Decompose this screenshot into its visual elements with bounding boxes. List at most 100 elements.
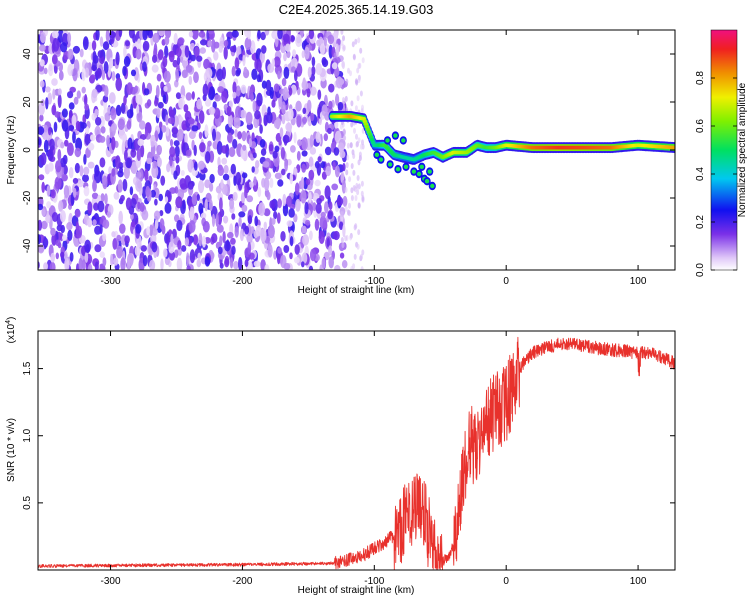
noise-blob — [155, 85, 160, 98]
noise-blob — [302, 107, 307, 115]
noise-blob — [335, 93, 340, 106]
noise-blob — [285, 43, 291, 52]
noise-blob — [49, 261, 56, 270]
noise-blob — [84, 103, 89, 111]
noise-blob — [43, 262, 49, 270]
noise-blob — [308, 265, 314, 270]
noise-blob — [229, 257, 234, 269]
noise-blob — [294, 256, 300, 264]
noise-blob — [48, 127, 52, 136]
noise-blob — [259, 139, 266, 148]
noise-blob — [223, 164, 229, 174]
noise-blob — [94, 225, 102, 235]
noise-blob — [43, 237, 49, 248]
noise-blob — [175, 68, 179, 83]
noise-blob — [175, 155, 180, 164]
noise-blob — [84, 94, 88, 107]
noise-blob — [221, 90, 228, 103]
noise-blob — [322, 58, 329, 68]
noise-blob — [257, 186, 262, 198]
noise-blob — [41, 99, 45, 107]
noise-blob — [221, 145, 228, 154]
noise-blob — [69, 86, 76, 93]
noise-blob — [188, 75, 193, 85]
noise-blob — [268, 144, 274, 152]
noise-blob — [105, 30, 110, 43]
noise-blob — [306, 99, 312, 112]
noise-blob — [38, 243, 45, 254]
noise-blob — [289, 203, 296, 210]
noise-blob — [290, 35, 295, 42]
noise-blob — [277, 253, 281, 265]
noise-blob — [314, 218, 320, 231]
noise-blob — [248, 138, 253, 148]
noise-blob — [285, 122, 293, 132]
noise-blob — [265, 79, 272, 91]
noise-blob — [54, 111, 61, 118]
noise-blob — [244, 186, 248, 199]
noise-blob — [46, 185, 51, 197]
noise-blob — [320, 211, 326, 218]
noise-blob — [85, 126, 90, 135]
snr-x-tick-label: 0 — [503, 576, 509, 587]
noise-blob — [351, 41, 355, 48]
noise-blob — [102, 95, 109, 103]
noise-blob — [189, 206, 195, 221]
noise-blob — [233, 261, 239, 270]
noise-blob — [104, 112, 111, 122]
noise-blob — [72, 131, 76, 144]
noise-blob — [344, 95, 348, 102]
noise-blob — [41, 208, 46, 217]
noise-blob — [111, 123, 117, 132]
snr-frame — [37, 330, 676, 571]
noise-blob — [217, 156, 221, 167]
noise-blob — [321, 257, 326, 269]
noise-blob — [141, 186, 147, 199]
noise-blob — [263, 221, 267, 230]
noise-blob — [200, 212, 207, 219]
noise-blob — [273, 211, 278, 220]
noise-blob — [74, 162, 80, 174]
spectrogram-y-tick-label: 40 — [22, 48, 33, 60]
spectrogram-x-tick-label: 0 — [503, 276, 509, 287]
noise-blob — [223, 46, 228, 60]
snr-panel: -300 -200 -100 0 100 0.5 1.0 1.5 Height of str… — [5, 317, 676, 596]
noise-blob — [342, 35, 345, 42]
noise-blob — [136, 148, 142, 161]
noise-blob — [253, 260, 261, 267]
noise-blob — [79, 48, 84, 58]
noise-blob — [242, 54, 246, 67]
signal-branch — [403, 164, 409, 169]
snr-y-tick-label: 1.0 — [22, 428, 33, 442]
noise-blob — [356, 175, 360, 181]
noise-blob — [353, 186, 357, 193]
noise-blob — [208, 106, 216, 115]
noise-blob — [240, 192, 246, 204]
noise-blob — [132, 33, 137, 44]
noise-blob — [357, 159, 361, 166]
noise-blob — [103, 61, 109, 74]
noise-blob — [102, 41, 110, 51]
noise-blob — [163, 70, 171, 83]
spectrogram-y-tick-label: 20 — [22, 96, 33, 108]
noise-blob — [111, 168, 116, 177]
noise-blob — [43, 139, 49, 153]
noise-blob — [87, 142, 95, 151]
noise-blob — [66, 142, 74, 156]
noise-blob — [272, 150, 278, 159]
noise-blob — [58, 70, 64, 81]
noise-blob — [308, 192, 312, 203]
noise-blob — [199, 142, 206, 153]
noise-blob — [49, 138, 55, 151]
noise-blob — [294, 182, 300, 196]
noise-blob — [81, 259, 86, 270]
noise-blob — [211, 233, 218, 244]
noise-blob — [217, 86, 225, 93]
noise-blob — [247, 30, 251, 40]
noise-blob — [311, 56, 316, 67]
noise-blob — [226, 106, 232, 117]
noise-blob — [104, 193, 108, 205]
noise-blob — [305, 178, 311, 186]
noise-blob — [301, 163, 307, 173]
noise-blob — [94, 169, 102, 184]
